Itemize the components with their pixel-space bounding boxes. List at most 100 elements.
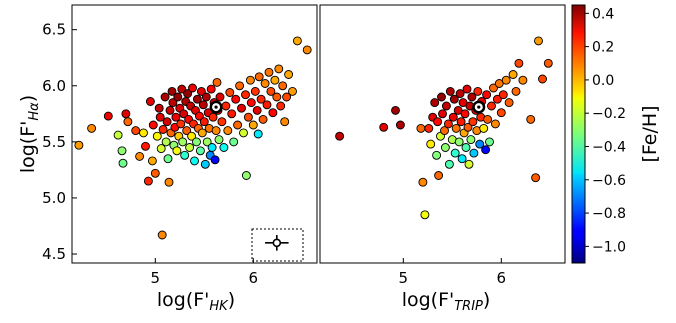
left-data-point [143,176,153,186]
left-data-point [168,98,178,108]
left-data-point [262,100,272,110]
left-reference-star-center [214,105,218,109]
right-data-point [508,70,518,79]
left-data-point [167,86,177,96]
right-data-point [432,150,442,160]
left-data-point [256,94,266,104]
right-data-point [460,109,470,119]
right-data-point [443,119,453,129]
colorbar-ticks: 0.4 0.2 0.0 −0.2 −0.4 −0.6 −0.8 −1.0 [585,6,626,255]
left-data-point [161,137,171,147]
right-data-point [395,120,405,130]
right-data-point [440,143,450,152]
left-data-point [196,86,206,96]
right-data-point [464,159,474,169]
right-data-point [466,135,476,145]
left-y-tick-label: 5.0 [42,189,66,207]
left-data-point [74,140,84,150]
colorbar-tick-label: 0.2 [592,40,614,56]
left-data-point [207,143,217,152]
right-data-point [473,86,483,96]
right-x-axis-label: log(F'TRIP) [402,289,491,314]
right-data-point [450,148,460,158]
left-data-point [200,159,210,169]
left-data-point [157,230,167,240]
left-data-point [195,146,205,156]
left-data-point [158,125,168,134]
left-y-tick-label: 6.0 [42,77,66,95]
right-reference-star-center [477,105,481,109]
left-data-point [278,81,288,91]
error-bar-inset [265,234,289,251]
right-data-point [543,58,553,68]
left-data-point [253,129,263,139]
right-data-point [440,126,449,136]
error-bar-marker [272,238,282,248]
right-data-point [479,123,489,133]
left-data-point [239,128,248,138]
left-data-point [162,117,172,127]
right-reference-star [472,100,486,114]
right-data-point [437,92,446,102]
left-data-point [155,112,165,122]
right-data-point [434,171,444,180]
left-data-point [182,126,192,136]
left-data-point [270,75,280,85]
right-plot-frame [319,4,566,264]
left-data-point [152,131,162,141]
right-data-point [379,122,389,132]
left-data-point [302,45,312,55]
colorbar-title: [Fe/H] [639,105,661,162]
left-data-point [118,158,128,168]
left-data-point [190,156,199,166]
left-data-point [245,75,255,85]
right-data-point [501,75,511,85]
left-data-point [210,155,220,165]
left-data-point [276,101,286,111]
left-data-point [211,126,221,136]
left-data-point [188,83,197,93]
left-plot-frame [71,4,318,264]
left-data-point [229,137,239,147]
right-data-point [441,101,451,111]
right-data-point [481,145,491,155]
left-data-point [219,143,229,152]
left-data-point [150,168,160,178]
left-data-point [237,103,246,113]
left-data-point [206,84,216,94]
left-data-point [103,111,113,121]
right-data-point [433,117,443,127]
left-x-tick-label: 5 [151,269,161,287]
right-data-point [489,83,498,93]
left-data-point [180,150,190,160]
left-data-point [179,109,189,119]
right-data-point [430,98,440,108]
right-data-point [518,75,528,85]
right-data-point [496,108,506,118]
colorbar-tick-label: 0.4 [592,6,614,22]
left-data-point [156,144,166,154]
colorbar-tick-label: −0.8 [592,206,626,222]
right-data-point [538,74,547,84]
left-data-point [225,88,235,97]
left-data-point [147,156,157,166]
left-data-point [123,117,133,127]
left-data-point [164,177,174,187]
error-bar-inset-box [251,228,304,262]
right-data-point [391,105,400,115]
right-x-tick-label: 6 [497,269,507,287]
right-data-point [467,92,477,102]
right-data-point [456,117,466,127]
left-data-point [264,67,274,77]
left-data-point [192,94,202,104]
left-data-point [171,112,181,122]
left-data-point [145,97,155,106]
left-data-point [258,114,268,124]
left-data-point [215,92,225,102]
right-points [335,36,553,220]
right-data-point [449,94,459,104]
